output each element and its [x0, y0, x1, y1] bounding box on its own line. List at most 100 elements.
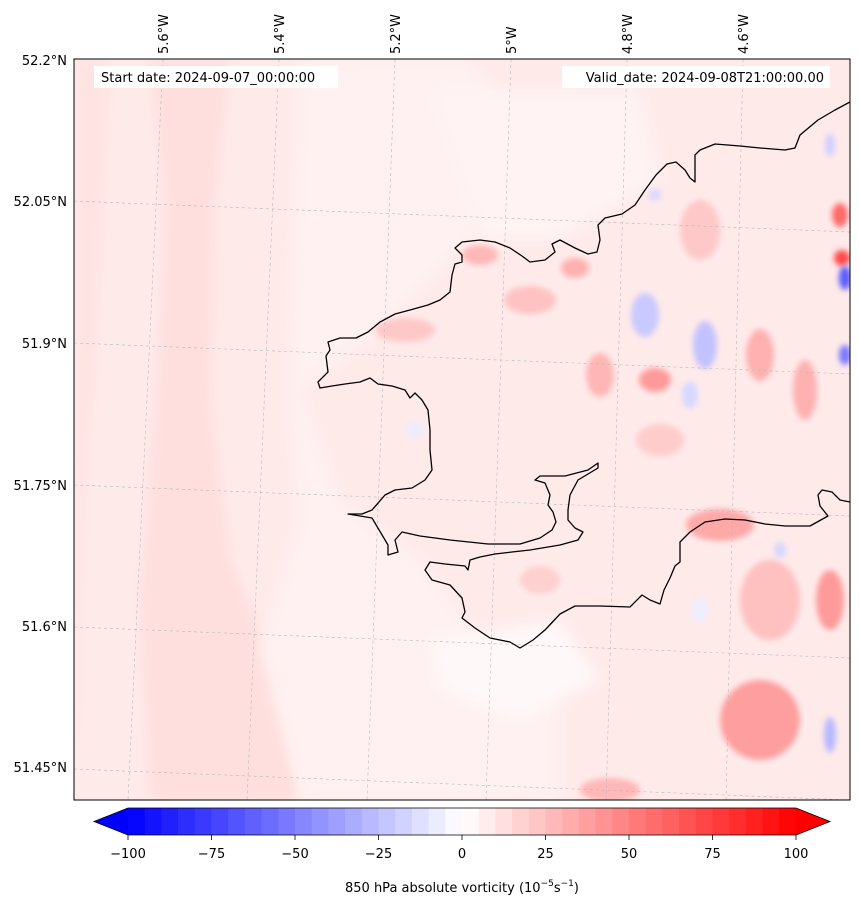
graticule [74, 59, 850, 800]
pos-blob [561, 258, 589, 278]
colorbar-segment [261, 808, 279, 835]
start-date-box [94, 66, 338, 88]
western-band [140, 59, 300, 800]
coastline [317, 101, 850, 649]
pos-blob [740, 560, 800, 640]
positive-vorticity-features [375, 200, 850, 800]
colorbar-segment [361, 808, 380, 835]
lon-label-5.2W: 5.2°W [389, 14, 404, 54]
colorbar-segment [645, 808, 663, 835]
start-date-text: Start date: 2024-09-07_00:00:00 [101, 71, 315, 86]
pos-blob [636, 424, 684, 456]
colorbar-tick-label: 50 [621, 847, 638, 862]
pos-blob [793, 360, 817, 420]
pos-blob [580, 778, 640, 800]
colorbar-segment [462, 808, 480, 835]
latitude-labels: 52.2°N 52.05°N 51.9°N 51.75°N 51.6°N 51.… [14, 54, 67, 776]
colorbar-tick-label: −100 [110, 847, 146, 862]
colorbar-tick-label: 100 [784, 847, 809, 862]
colorbar-segment [662, 808, 680, 835]
colorbar-segment [178, 808, 196, 835]
colorbar-segment [244, 808, 263, 835]
colorbar-segment [595, 808, 613, 835]
colorbar-tick-label: −75 [198, 847, 225, 862]
colorbar-label-exp1: −5 [541, 879, 554, 889]
colorbar-segment [345, 808, 363, 835]
pos-blob [816, 570, 844, 630]
lat-label-51.9N: 51.9°N [22, 337, 67, 352]
pos-blob [686, 509, 754, 541]
neg-blob [405, 422, 425, 438]
colorbar-segment [729, 808, 747, 835]
colorbar-segment [528, 808, 547, 835]
lat-label-52.05N: 52.05°N [14, 195, 67, 210]
colorbar: −100 −75 −50 −25 0 25 50 75 100 850 hPa absolute… [92, 807, 832, 896]
colorbar-tick-label: 75 [704, 847, 721, 862]
colorbar-tick-label: 0 [458, 847, 466, 862]
colorbar-extend-min [94, 808, 128, 835]
colorbar-segment [712, 808, 730, 835]
pos-blob [586, 353, 614, 397]
colorbar-segment [612, 808, 630, 835]
pos-blob [462, 245, 498, 265]
neg-blob [692, 598, 708, 622]
header-annotations: Start date: 2024-09-07_00:00:00 Valid_da… [94, 66, 830, 88]
negative-vorticity-features [405, 133, 850, 753]
longitude-labels: 5.6°W 5.4°W 5.2°W 5°W 4.8°W 4.6°W [157, 14, 752, 54]
colorbar-segment [478, 808, 496, 835]
neg-blob [774, 542, 786, 558]
map-panel [74, 59, 850, 800]
colorbar-segment [278, 808, 296, 835]
neg-blob [631, 293, 659, 337]
white-patch-south [430, 620, 600, 720]
lat-label-52.2N: 52.2°N [22, 54, 67, 69]
colorbar-label-exp2: −1 [561, 879, 574, 889]
colorbar-segment [562, 808, 580, 835]
colorbar-extend-max [796, 808, 830, 835]
lon-label-4.8W: 4.8°W [621, 14, 636, 54]
colorbar-segment [328, 808, 346, 835]
colorbar-segment [395, 808, 413, 835]
colorbar-segment [194, 808, 213, 835]
pos-blob [639, 368, 671, 392]
colorbar-segment [428, 808, 446, 835]
colorbar-tick-label: −25 [365, 847, 392, 862]
vorticity-field-shading [74, 59, 850, 800]
meridian-5.4W [246, 59, 280, 800]
colorbar-segment [679, 808, 697, 835]
colorbar-segment [762, 808, 780, 835]
colorbar-segment [128, 808, 146, 835]
lon-label-5.4W: 5.4°W [273, 14, 288, 54]
pos-blob [520, 566, 560, 594]
valid-date-box [562, 66, 830, 88]
neg-blob [825, 133, 835, 157]
colorbar-segments [128, 808, 797, 835]
pos-blob [375, 318, 435, 342]
colorbar-tick-label: −50 [281, 847, 308, 862]
colorbar-segment [512, 808, 530, 835]
lat-label-51.6N: 51.6°N [22, 620, 67, 635]
inland-pale-zone [430, 90, 660, 240]
colorbar-segment [495, 808, 513, 835]
colorbar-segment [629, 808, 647, 835]
lon-label-5W: 5°W [505, 26, 520, 54]
lat-label-51.75N: 51.75°N [14, 479, 67, 494]
valid-date-text: Valid_date: 2024-09-08T21:00:00.00 [586, 71, 824, 86]
pos-blob [504, 286, 556, 314]
neg-blob [693, 321, 717, 369]
neg-blob [839, 345, 850, 365]
north-coast [317, 101, 850, 649]
colorbar-segment [144, 808, 162, 835]
pos-blob [746, 329, 774, 381]
near-coast-pale-zone [260, 60, 560, 800]
lon-label-5.6W: 5.6°W [157, 14, 172, 54]
colorbar-segment [745, 808, 764, 835]
colorbar-segment [695, 808, 714, 835]
colorbar-segment [411, 808, 430, 835]
colorbar-segment [295, 808, 313, 835]
neg-blob [839, 266, 850, 290]
lat-label-51.45N: 51.45°N [14, 761, 67, 776]
pos-blob [832, 203, 848, 227]
lon-label-4.6W: 4.6°W [737, 14, 752, 54]
